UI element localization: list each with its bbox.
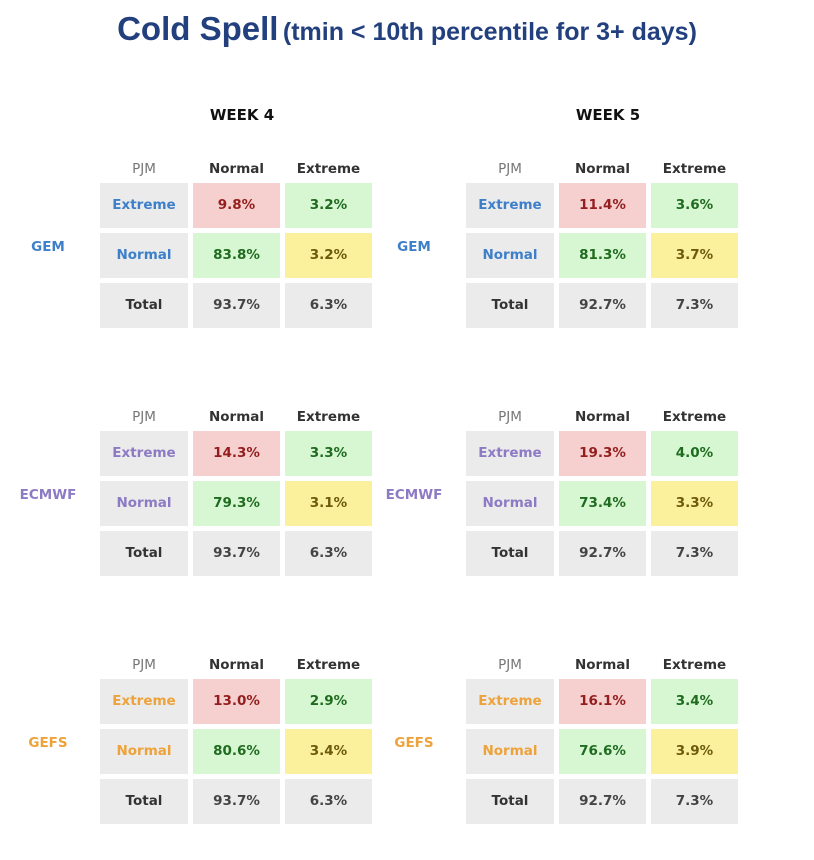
cell-extreme-normal: 11.4%	[559, 183, 646, 228]
row-label-normal: Normal	[466, 481, 554, 526]
header-normal: Normal	[208, 409, 265, 425]
cell-extreme-normal: 9.8%	[193, 183, 280, 228]
header-pjm: PJM	[132, 409, 156, 425]
header-extreme: Extreme	[662, 657, 727, 673]
header-pjm: PJM	[498, 409, 522, 425]
cell-total-normal: 93.7%	[193, 779, 280, 824]
cell-total-extreme: 7.3%	[651, 779, 738, 824]
table-gefs-week-4: GEFS PJM Normal Extreme Extreme 13.0% 2.…	[0, 652, 400, 852]
model-label-ecmwf: ECMWF	[385, 487, 443, 503]
page-title: Cold Spell (tmin < 10th percentile for 3…	[0, 10, 814, 48]
cell-extreme-normal: 13.0%	[193, 679, 280, 724]
cell-normal-normal: 76.6%	[559, 729, 646, 774]
cell-extreme-extreme: 3.6%	[651, 183, 738, 228]
row-label-total: Total	[100, 779, 188, 824]
header-extreme: Extreme	[296, 161, 361, 177]
header-normal: Normal	[574, 657, 631, 673]
cell-normal-normal: 73.4%	[559, 481, 646, 526]
row-label-extreme: Extreme	[100, 679, 188, 724]
row-label-total: Total	[466, 531, 554, 576]
cell-normal-normal: 80.6%	[193, 729, 280, 774]
header-extreme: Extreme	[662, 161, 727, 177]
row-label-extreme: Extreme	[466, 183, 554, 228]
cell-normal-extreme: 3.9%	[651, 729, 738, 774]
cell-extreme-extreme: 3.2%	[285, 183, 372, 228]
header-normal: Normal	[574, 161, 631, 177]
row-label-normal: Normal	[100, 481, 188, 526]
model-label-ecmwf: ECMWF	[19, 487, 77, 503]
cell-normal-extreme: 3.7%	[651, 233, 738, 278]
row-label-normal: Normal	[100, 729, 188, 774]
title-sub: (tmin < 10th percentile for 3+ days)	[282, 18, 697, 46]
model-label-gem: GEM	[397, 239, 431, 255]
table-gefs-week-5: GEFS PJM Normal Extreme Extreme 16.1% 3.…	[366, 652, 766, 852]
cell-normal-normal: 79.3%	[193, 481, 280, 526]
cell-total-normal: 92.7%	[559, 531, 646, 576]
header-pjm: PJM	[498, 161, 522, 177]
row-label-extreme: Extreme	[100, 431, 188, 476]
row-label-normal: Normal	[100, 233, 188, 278]
row-label-total: Total	[466, 779, 554, 824]
row-label-total: Total	[100, 531, 188, 576]
cell-normal-extreme: 3.1%	[285, 481, 372, 526]
cell-normal-normal: 81.3%	[559, 233, 646, 278]
header-extreme: Extreme	[296, 409, 361, 425]
model-label-gefs: GEFS	[394, 735, 434, 751]
row-label-normal: Normal	[466, 233, 554, 278]
row-label-extreme: Extreme	[100, 183, 188, 228]
cell-extreme-normal: 16.1%	[559, 679, 646, 724]
cell-total-extreme: 7.3%	[651, 531, 738, 576]
cell-total-extreme: 6.3%	[285, 283, 372, 328]
table-gem-week-4: GEM PJM Normal Extreme Extreme 9.8% 3.2%…	[0, 156, 400, 356]
cell-normal-normal: 83.8%	[193, 233, 280, 278]
header-extreme: Extreme	[662, 409, 727, 425]
row-label-total: Total	[100, 283, 188, 328]
cell-extreme-extreme: 4.0%	[651, 431, 738, 476]
header-normal: Normal	[208, 161, 265, 177]
header-pjm: PJM	[498, 657, 522, 673]
cell-extreme-extreme: 2.9%	[285, 679, 372, 724]
cell-normal-extreme: 3.3%	[651, 481, 738, 526]
cell-total-extreme: 6.3%	[285, 779, 372, 824]
header-extreme: Extreme	[296, 657, 361, 673]
cell-total-normal: 93.7%	[193, 283, 280, 328]
header-pjm: PJM	[132, 657, 156, 673]
cell-extreme-normal: 14.3%	[193, 431, 280, 476]
week-5-heading: WEEK 5	[575, 106, 641, 124]
header-normal: Normal	[208, 657, 265, 673]
cell-total-extreme: 6.3%	[285, 531, 372, 576]
row-label-extreme: Extreme	[466, 679, 554, 724]
cell-extreme-extreme: 3.4%	[651, 679, 738, 724]
title-main: Cold Spell	[117, 10, 279, 47]
cell-extreme-extreme: 3.3%	[285, 431, 372, 476]
cell-extreme-normal: 19.3%	[559, 431, 646, 476]
header-pjm: PJM	[132, 161, 156, 177]
row-label-extreme: Extreme	[466, 431, 554, 476]
table-ecmwf-week-4: ECMWF PJM Normal Extreme Extreme 14.3% 3…	[0, 404, 400, 604]
row-label-normal: Normal	[466, 729, 554, 774]
row-label-total: Total	[466, 283, 554, 328]
cell-total-normal: 92.7%	[559, 779, 646, 824]
cell-total-normal: 92.7%	[559, 283, 646, 328]
model-label-gefs: GEFS	[28, 735, 68, 751]
cell-normal-extreme: 3.4%	[285, 729, 372, 774]
week-4-heading: WEEK 4	[209, 106, 275, 124]
model-label-gem: GEM	[31, 239, 65, 255]
cell-normal-extreme: 3.2%	[285, 233, 372, 278]
cell-total-extreme: 7.3%	[651, 283, 738, 328]
table-gem-week-5: GEM PJM Normal Extreme Extreme 11.4% 3.6…	[366, 156, 766, 356]
cell-total-normal: 93.7%	[193, 531, 280, 576]
table-ecmwf-week-5: ECMWF PJM Normal Extreme Extreme 19.3% 4…	[366, 404, 766, 604]
header-normal: Normal	[574, 409, 631, 425]
